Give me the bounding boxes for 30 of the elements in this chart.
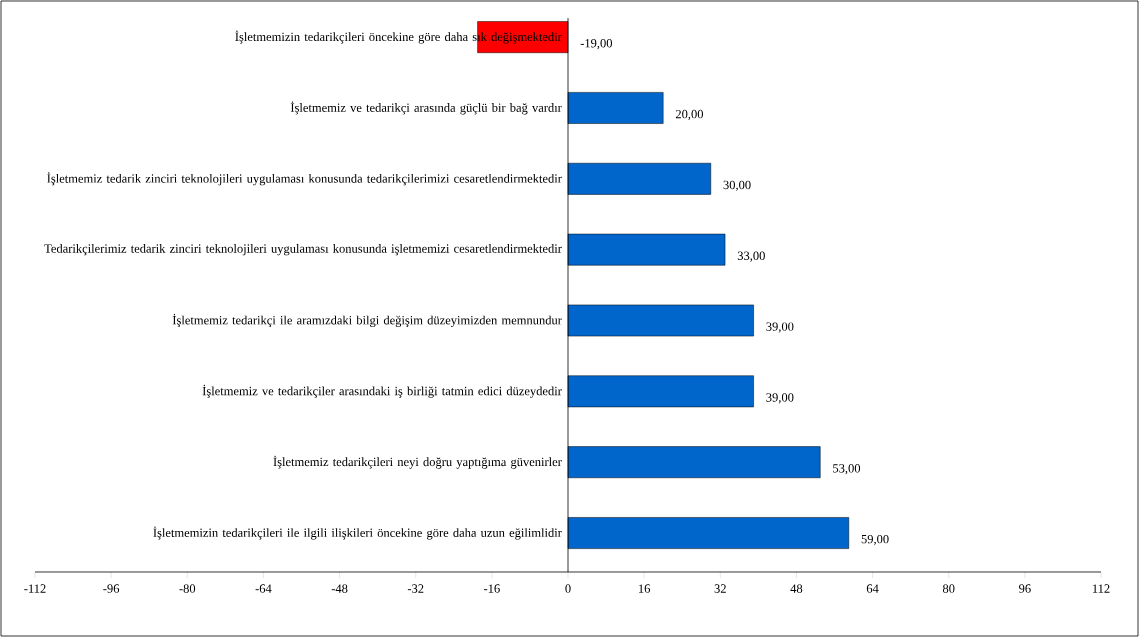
x-tick-label: 32 [714, 584, 726, 593]
data-label: 20,00 [675, 109, 704, 121]
data-label: 33,00 [737, 251, 765, 262]
x-tick-label: -96 [103, 584, 120, 593]
x-tick-label: 16 [639, 584, 651, 593]
x-tick-label: -16 [484, 584, 500, 593]
y-tick-label: İşletmemiz ve tedarikçiler arasındaki iş birliği tatmin edici düzeydedir [202, 384, 562, 398]
x-tick-label: -112 [24, 584, 46, 593]
x-tick-label: 112 [1092, 584, 1110, 593]
x-tick-label: -48 [331, 584, 348, 593]
x-tick-label: -64 [255, 584, 272, 593]
x-tick-label: -80 [179, 584, 196, 593]
x-tick-label: -32 [407, 584, 424, 593]
data-label: 39,00 [766, 322, 794, 333]
data-label: 30,00 [723, 180, 751, 191]
y-tick-label: Tedarikçilerimiz tedarik zinciri teknolojileri uygulaması konusunda işletmemizi cesaretlendirmektedir [44, 243, 562, 256]
data-label: 53,00 [833, 464, 861, 475]
data-label: -19,00 [580, 39, 613, 50]
y-tick-label: İşletmemiz tedarik zinciri teknolojileri uygulaması konusunda tedarikçilerimizi cesaretlendirmektedir [47, 172, 562, 186]
y-tick-label: İşletmemiz tedarikçi ile aramızdaki bilgi değişim düzeyimizden memnundur [172, 313, 562, 328]
x-tick-label: 96 [1019, 584, 1031, 593]
x-tick-label: 0 [565, 584, 571, 593]
x-tick-label: 80 [942, 584, 955, 593]
y-tick-label: İşletmemizin tedarikçileri ile ilgili ilişkileri öncekine göre daha uzun eğilimlidir [153, 526, 562, 540]
x-tick-label: 64 [866, 584, 879, 593]
data-label: 59,00 [861, 534, 889, 546]
y-tick-label: İşletmemiz ve tedarikçi arasında güçlü bir bağ vardır [290, 101, 562, 115]
y-tick-label: İşletmemiz tedarikçileri neyi doğru yaptığıma güvenirler [273, 455, 562, 469]
data-label: 39,00 [766, 393, 794, 404]
x-tick-label: 48 [790, 584, 803, 593]
